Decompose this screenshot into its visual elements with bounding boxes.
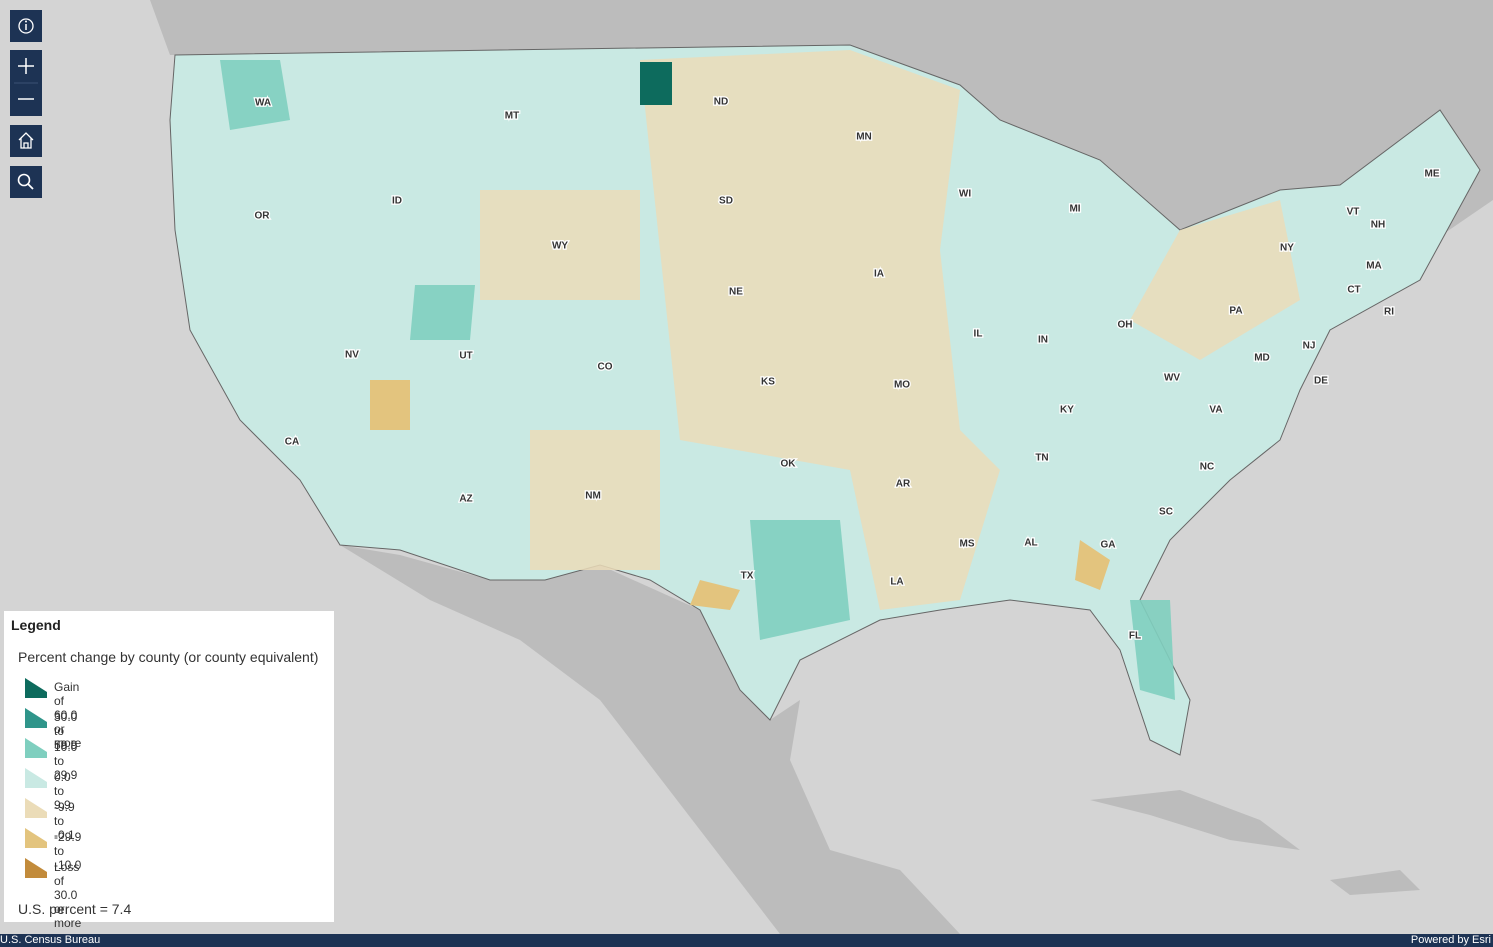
legend-swatch	[25, 858, 47, 878]
state-label: NM	[585, 491, 601, 502]
state-label: WA	[255, 98, 271, 109]
icon	[18, 132, 34, 149]
state-label: TN	[1035, 453, 1048, 464]
zoom-controls	[10, 50, 42, 116]
state-label: NE	[729, 287, 743, 298]
legend-swatch	[25, 708, 47, 728]
state-label: SC	[1159, 507, 1173, 518]
legend-note: U.S. percent = 7.4	[18, 901, 132, 917]
icon	[18, 18, 34, 34]
state-label: FL	[1129, 631, 1141, 642]
state-label: KS	[761, 377, 775, 388]
info-button[interactable]	[10, 10, 42, 42]
state-label: VA	[1209, 405, 1222, 416]
state-label: WI	[959, 189, 971, 200]
state-label: MO	[894, 380, 910, 391]
state-label: PA	[1229, 306, 1242, 317]
legend-label: Loss of 30.0 or more	[54, 860, 82, 930]
state-label: KY	[1060, 405, 1074, 416]
home-button[interactable]	[10, 125, 42, 157]
county-pattern	[640, 62, 672, 105]
caribbean	[1090, 790, 1420, 895]
state-label: NC	[1200, 462, 1214, 473]
swatch-shape	[25, 858, 47, 878]
swatch-shape	[25, 678, 47, 698]
icon	[17, 173, 34, 190]
state-label: CO	[598, 362, 613, 373]
state-label: WV	[1164, 373, 1180, 384]
state-label: WY	[552, 241, 568, 252]
legend-label: 0.0 to 9.9	[54, 770, 71, 812]
state-label: VT	[1347, 207, 1360, 218]
state-label: MA	[1366, 261, 1382, 272]
state-label: MD	[1254, 353, 1270, 364]
state-label: GA	[1101, 540, 1116, 551]
state-label: ME	[1425, 169, 1440, 180]
swatch-shape	[25, 828, 47, 848]
swatch-shape	[25, 798, 47, 818]
state-label: NV	[345, 350, 359, 361]
state-label: NJ	[1303, 341, 1316, 352]
state-label: ID	[392, 196, 402, 207]
state-label: DE	[1314, 376, 1328, 387]
county-pattern	[480, 190, 1300, 570]
legend-subtitle: Percent change by county (or county equi…	[18, 649, 319, 665]
attribution-bar: U.S. Census Bureau Powered by Esri	[0, 934, 1493, 947]
attribution-right[interactable]: Powered by Esri	[1410, 934, 1491, 946]
legend-swatch	[25, 828, 47, 848]
state-label: OK	[781, 459, 797, 470]
swatch-shape	[25, 738, 47, 758]
state-label: UT	[459, 351, 472, 362]
legend: Legend Percent change by county (or coun…	[4, 611, 334, 930]
legend-swatch	[25, 798, 47, 818]
state-label: AL	[1024, 538, 1037, 549]
state-label: AZ	[459, 494, 472, 505]
state-label: MN	[856, 132, 872, 143]
legend-swatch	[25, 768, 47, 788]
legend-label: -29.9 to -10.0	[54, 830, 82, 872]
state-label: OR	[255, 211, 271, 222]
mexico	[340, 545, 960, 934]
state-label: MI	[1069, 204, 1080, 215]
state-label: IL	[974, 329, 983, 340]
state-label: CA	[285, 437, 299, 448]
swatch-shape	[25, 708, 47, 728]
state-label: ND	[714, 97, 728, 108]
state-label: NY	[1280, 243, 1294, 254]
swatch-shape	[25, 768, 47, 788]
state-label: AR	[896, 479, 911, 490]
legend-label: 30.0 to 59.9	[54, 710, 78, 752]
search-button[interactable]	[10, 166, 42, 198]
icon	[14, 58, 38, 100]
state-labels: WA MT ND MN OR ID SD WI MI ME WY NY VT NH MA IA NE CT RI PA…	[253, 95, 1441, 643]
state-label: LA	[890, 577, 903, 588]
state-label: RI	[1384, 307, 1394, 318]
legend-label: 10.0 to 29.9	[54, 740, 78, 782]
state-label: CT	[1347, 285, 1360, 296]
legend-label: Gain of 60.0 or more	[54, 680, 82, 750]
state-label: TX	[741, 571, 754, 582]
legend-swatch	[25, 678, 47, 698]
state-label: NH	[1371, 220, 1385, 231]
legend-heading: Legend	[11, 617, 61, 633]
state-label: MS	[960, 539, 975, 550]
state-label: IA	[874, 269, 884, 280]
canada	[120, 0, 1493, 300]
state-label: SD	[719, 196, 733, 207]
county-pattern	[640, 50, 1000, 610]
legend-swatch	[25, 738, 47, 758]
state-label: MT	[505, 111, 519, 122]
state-label: IN	[1038, 335, 1048, 346]
state-label: OH	[1118, 320, 1133, 331]
legend-label: -9.9 to -0.1	[54, 800, 75, 842]
attribution-left: U.S. Census Bureau	[0, 934, 101, 946]
